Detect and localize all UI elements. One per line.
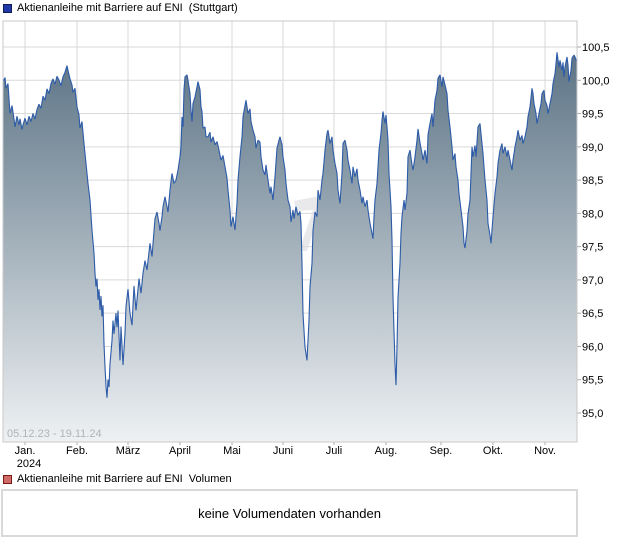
y-tick-label: 99,5: [582, 109, 603, 121]
date-range-label: 05.12.23 - 19.11.24: [7, 428, 102, 440]
y-tick-label: 97,5: [582, 242, 603, 254]
x-tick-label: Mai: [223, 445, 241, 457]
volume-series-swatch-icon: [3, 474, 12, 484]
price-area: [3, 52, 577, 443]
y-tick-label: 97,0: [582, 275, 603, 287]
volume-empty-message: keine Volumendaten vorhanden: [198, 505, 381, 521]
x-tick-label: Aug.: [375, 445, 398, 457]
x-tick-label: März: [116, 445, 140, 457]
volume-legend-row: Aktienanleihe mit Barriere auf ENI Volum…: [3, 473, 232, 485]
x-tick-label: Jan.: [15, 445, 36, 457]
y-tick-label: 96,5: [582, 308, 603, 320]
price-line: [2, 52, 578, 398]
x-tick-label: Feb.: [66, 445, 88, 457]
y-tick-label: 98,5: [582, 175, 603, 187]
y-tick-label: 98,0: [582, 208, 603, 220]
volume-panel: keine Volumendaten vorhanden: [1, 489, 578, 537]
y-tick-label: 95,5: [582, 375, 603, 387]
x-tick-label: April: [169, 445, 191, 457]
watermark-icon: [294, 196, 322, 251]
y-tick-label: 96,0: [582, 341, 603, 353]
volume-title: Aktienanleihe mit Barriere auf ENI Volum…: [17, 473, 232, 485]
price-chart-plot[interactable]: 100,5 100,0 99,5 99,0 98,5 98,0 97,5 97,0 96,5 96…: [0, 0, 620, 470]
chart-legend-row: Aktienanleihe mit Barriere auf ENI (Stut…: [3, 2, 238, 14]
x-tick-label: Juli: [326, 445, 343, 457]
x-tick-label: Okt.: [483, 445, 503, 457]
price-series-swatch-icon: [3, 3, 12, 13]
y-tick-label: 100,5: [582, 42, 610, 54]
x-tick-label: Juni: [273, 445, 293, 457]
y-tick-label: 95,0: [582, 408, 603, 420]
y-tick-label: 100,0: [582, 75, 610, 87]
x-tick-label: Nov.: [534, 445, 556, 457]
x-tick-label: Sep.: [430, 445, 453, 457]
plot-border: [2, 20, 578, 443]
y-tick-label: 99,0: [582, 142, 603, 154]
chart-title: Aktienanleihe mit Barriere auf ENI (Stut…: [17, 2, 238, 14]
x-tick-year-label: 2024: [17, 458, 41, 470]
